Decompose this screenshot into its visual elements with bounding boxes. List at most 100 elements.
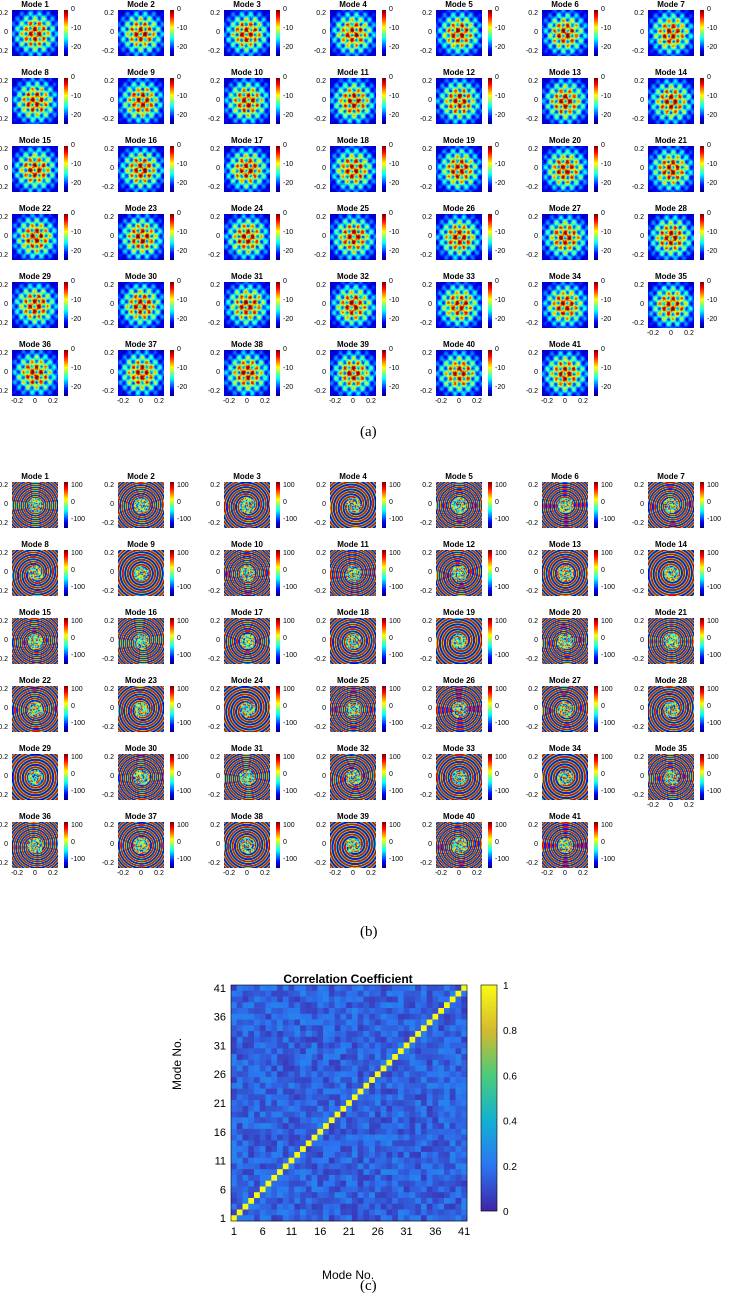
heatmap-cell (282, 1082, 289, 1089)
heatmap-cell (305, 1146, 312, 1153)
heatmap-cell (328, 1048, 335, 1055)
colorbar-tick-label: 0 (71, 499, 75, 506)
colorbar-tick-label: -20 (707, 248, 718, 255)
y-tick-label: 0 (640, 569, 644, 576)
heatmap-cell (386, 1140, 393, 1147)
heatmap-cell (369, 1077, 376, 1084)
colorbar-segment (481, 1137, 497, 1139)
colorbar-segment (481, 1075, 497, 1077)
heatmap-cell (397, 1019, 404, 1026)
colorbar (170, 350, 174, 396)
heatmap-cell (305, 1025, 312, 1032)
heatmap-cell (271, 1128, 278, 1135)
heatmap-cell (432, 1048, 439, 1055)
heatmap-cell (374, 1197, 381, 1205)
colorbar-tick-label: -100 (71, 652, 86, 659)
heatmap-cell (461, 990, 468, 997)
y-tick-label: -0.2 (207, 388, 220, 395)
mode-title: Mode 1 (21, 472, 49, 481)
heatmap-cell (248, 1025, 255, 1032)
mode-heatmap (542, 686, 588, 732)
heatmap-cell (409, 1180, 416, 1187)
heatmap-cell (346, 1111, 353, 1118)
colorbar-tick-label: 0 (71, 567, 75, 574)
heatmap-cell (438, 1082, 445, 1089)
x-tick-label: 0 (139, 398, 143, 405)
heatmap-cell (259, 996, 266, 1003)
heatmap-cell (357, 996, 364, 1003)
heatmap-cell (288, 1082, 295, 1089)
colorbar (488, 214, 492, 260)
heatmap-cell (305, 1215, 312, 1222)
heatmap-cell (374, 1111, 381, 1118)
heatmap-cell (328, 1151, 335, 1158)
mode-title: Mode 36 (18, 812, 51, 821)
heatmap-cell (374, 1031, 381, 1038)
heatmap-cell (242, 1065, 249, 1072)
mode-subplot: Mode 10 0.2 0 -0.2 100 0 -100 (198, 540, 298, 611)
y-tick-label: -0.2 (525, 792, 538, 799)
heatmap-cell (438, 990, 445, 997)
heatmap-cell (380, 990, 387, 997)
heatmap-cell (236, 1215, 243, 1222)
heatmap-cell (443, 1186, 451, 1193)
heatmap-cell (288, 1111, 295, 1118)
heatmap-cell (248, 996, 255, 1003)
colorbar-tick-label: 0 (389, 346, 393, 353)
heatmap-cell (443, 1036, 451, 1043)
heatmap-cell (455, 1048, 462, 1055)
colorbar-segment (481, 1179, 497, 1181)
y-tick-label: 0.2 (104, 78, 114, 85)
colorbar-tick-label: 0 (177, 703, 181, 710)
heatmap-cell (392, 1174, 399, 1182)
heatmap-cell (386, 1025, 393, 1032)
heatmap-cell (271, 1065, 278, 1072)
heatmap-cell (432, 1174, 439, 1182)
heatmap-cell (351, 1088, 358, 1095)
mode-title: Mode 17 (230, 136, 263, 145)
colorbar-segment (481, 1147, 497, 1149)
y-tick-label: 0 (216, 301, 220, 308)
heatmap-cell (242, 1140, 249, 1147)
mode-title: Mode 20 (548, 136, 581, 145)
heatmap-cell (248, 1180, 255, 1187)
heatmap-cell (231, 1134, 238, 1141)
colorbar-tick-label: -10 (71, 229, 82, 236)
colorbar-tick-label: -10 (601, 93, 612, 100)
heatmap-cell (294, 1186, 301, 1193)
heatmap-cell (231, 1197, 238, 1205)
heatmap-cell (259, 1082, 266, 1089)
y-tick-label: 0 (322, 705, 326, 712)
heatmap-cell (392, 1094, 399, 1101)
y-tick-label: 0.2 (634, 282, 644, 289)
heatmap-cell (248, 1169, 255, 1176)
heatmap-cell (265, 1031, 272, 1038)
colorbar-tick-label: -20 (707, 44, 718, 51)
heatmap-cell (305, 1169, 312, 1176)
mode-heatmap (12, 686, 58, 732)
heatmap-cell (403, 1140, 410, 1147)
heatmap-cell (443, 1117, 451, 1124)
heatmap-cell (346, 1197, 353, 1205)
heatmap-cell (363, 1059, 370, 1066)
mode-heatmap (118, 214, 164, 260)
colorbar-tick-label: -10 (389, 365, 400, 372)
heatmap-cell (282, 1048, 289, 1055)
x-tick-label: 0.2 (684, 330, 694, 337)
heatmap-cell (415, 1157, 422, 1164)
heatmap-cell (265, 1002, 272, 1009)
heatmap-cell (323, 1169, 330, 1176)
y-tick-label: 0 (534, 773, 538, 780)
heatmap-cell (317, 1105, 324, 1112)
heatmap-cell (369, 1071, 376, 1078)
mode-title: Mode 1 (21, 0, 49, 9)
heatmap-cell (415, 1209, 422, 1216)
heatmap-cell (455, 1042, 462, 1049)
y-tick-label: -0.2 (631, 184, 644, 191)
y-tick-label: 0.2 (528, 214, 538, 221)
heatmap-cell (449, 1146, 456, 1153)
heatmap-cell (323, 1088, 330, 1095)
y-tick-label: -0.2 (631, 48, 644, 55)
heatmap-cell (248, 1186, 255, 1193)
heatmap-cell (380, 1169, 387, 1176)
